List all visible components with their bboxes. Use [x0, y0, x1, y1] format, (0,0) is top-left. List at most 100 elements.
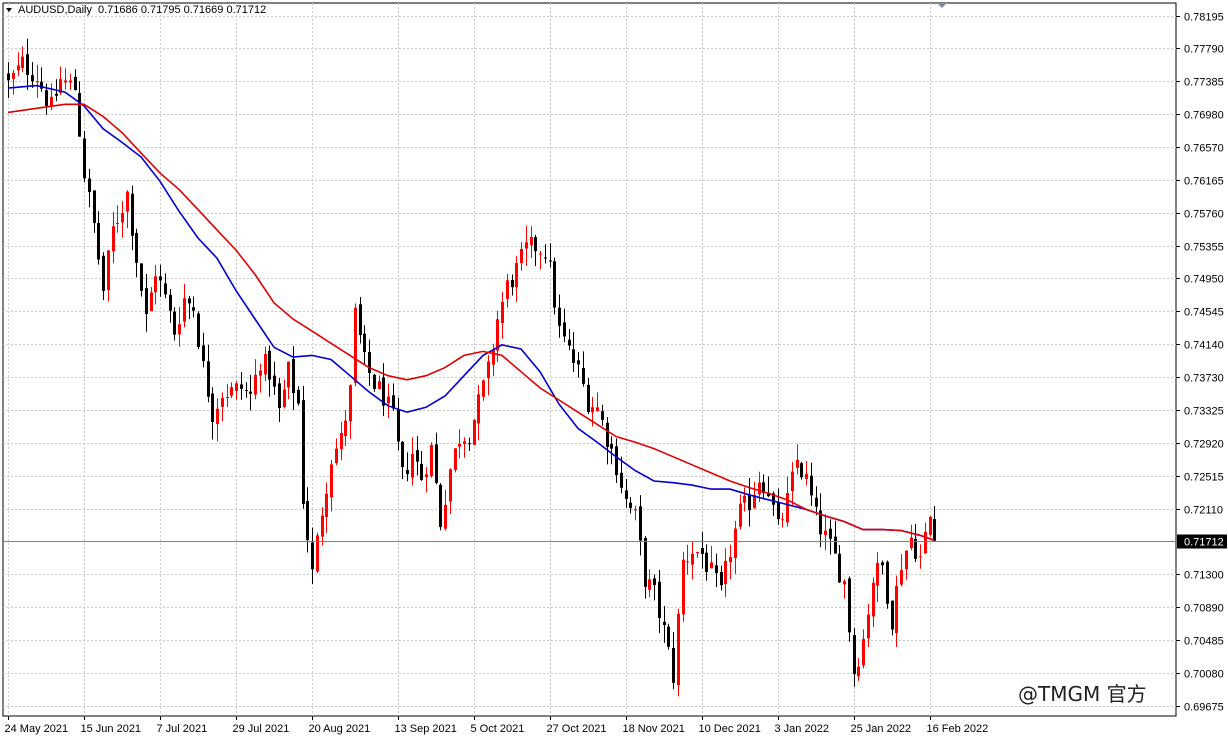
candle-body — [240, 384, 243, 389]
candle-body — [50, 96, 53, 107]
candle-body — [368, 352, 371, 373]
candle-body — [164, 283, 167, 295]
y-tick-label: 0.76165 — [1184, 176, 1224, 188]
grid-layer — [3, 3, 1176, 716]
chart-menu-triangle-icon[interactable] — [6, 8, 12, 12]
candle-body — [487, 361, 490, 379]
candle-body — [387, 396, 390, 404]
candle-body — [914, 538, 917, 559]
candle-body — [834, 536, 837, 554]
y-tick-label: 0.72110 — [1184, 505, 1223, 517]
candle-body — [696, 551, 699, 553]
moving-average-fast-line — [7, 84, 935, 541]
candle-body — [264, 354, 267, 375]
x-tick-label: 20 Aug 2021 — [309, 723, 371, 735]
candle-body — [36, 81, 39, 83]
candles-layer — [7, 38, 936, 697]
candle-body — [753, 495, 756, 508]
candle-body — [591, 407, 594, 413]
y-tick-label: 0.73730 — [1184, 373, 1224, 385]
candle-body — [116, 222, 119, 224]
candle-body — [667, 626, 670, 647]
candle-body — [202, 345, 205, 362]
scroll-marker-icon[interactable] — [937, 3, 947, 8]
candle-body — [74, 76, 77, 91]
candle-body — [872, 582, 875, 617]
candle-body — [131, 193, 134, 236]
candle-body — [853, 635, 856, 675]
candle-body — [45, 90, 48, 106]
candle-body — [430, 444, 433, 477]
candle-body — [245, 390, 248, 392]
candle-body — [549, 260, 552, 262]
candle-body — [777, 502, 780, 520]
x-tick-label: 5 Oct 2021 — [471, 723, 525, 735]
x-tick-label: 25 Jan 2022 — [851, 723, 912, 735]
moving-average-slow-line — [7, 103, 935, 541]
candle-body — [83, 138, 86, 179]
candle-body — [910, 537, 913, 548]
candle-body — [221, 397, 224, 407]
candle-body — [876, 562, 879, 586]
candle-body — [354, 307, 357, 383]
current-price-tag — [1177, 534, 1227, 549]
candle-body — [919, 556, 922, 558]
candle-body — [401, 441, 404, 468]
candle-body — [558, 307, 561, 326]
candle-body — [748, 494, 751, 511]
candle-body — [330, 464, 333, 498]
candle-body — [226, 397, 229, 399]
y-tick-label: 0.76570 — [1184, 143, 1224, 155]
candle-body — [273, 375, 276, 387]
candle-body — [31, 75, 34, 82]
candle-body — [287, 361, 290, 388]
x-tick-label: 3 Jan 2022 — [775, 723, 829, 735]
candle-body — [297, 389, 300, 404]
y-tick-label: 0.78195 — [1184, 12, 1224, 24]
candle-body — [169, 294, 172, 311]
candle-body — [824, 530, 827, 536]
candle-body — [534, 237, 537, 252]
y-tick-label: 0.77385 — [1184, 77, 1224, 89]
candle-body — [501, 301, 504, 324]
candle-body — [553, 261, 556, 308]
candle-body — [7, 73, 10, 81]
y-tick-label: 0.70080 — [1184, 669, 1224, 681]
candle-body — [496, 319, 499, 351]
candle-body — [525, 242, 528, 249]
x-tick-label: 7 Jul 2021 — [157, 723, 208, 735]
candle-body — [349, 385, 352, 422]
candle-body — [924, 531, 927, 554]
candle-body — [107, 250, 110, 291]
candle-body — [420, 463, 423, 480]
candle-body — [568, 339, 571, 346]
candle-body — [606, 422, 609, 447]
y-axis: 0.78195 0.77790 0.77385 0.76980 0.76570 0.761… — [1176, 12, 1227, 714]
y-tick-label: 0.69675 — [1184, 702, 1224, 714]
candle-body — [929, 516, 932, 535]
candle-body — [335, 448, 338, 464]
candle-body — [634, 509, 637, 511]
candle-body — [829, 528, 832, 539]
candle-body — [691, 554, 694, 565]
candle-body — [886, 561, 889, 604]
candle-body — [867, 614, 870, 639]
candle-body — [492, 350, 495, 365]
y-tick-label: 0.71300 — [1184, 570, 1224, 582]
candle-body — [644, 537, 647, 587]
candle-body — [511, 279, 514, 288]
candle-body — [306, 501, 309, 541]
current-price-tag-label: 0.71712 — [1184, 537, 1224, 549]
candle-body — [677, 613, 680, 686]
candle-body — [216, 408, 219, 425]
candle-body — [154, 276, 157, 293]
candle-body — [12, 72, 15, 79]
y-tick-label: 0.75760 — [1184, 209, 1224, 221]
x-tick-label: 13 Sep 2021 — [395, 723, 457, 735]
candle-body — [572, 349, 575, 363]
candle-body — [838, 553, 841, 583]
candle-body — [739, 503, 742, 527]
candle-body — [112, 226, 115, 252]
